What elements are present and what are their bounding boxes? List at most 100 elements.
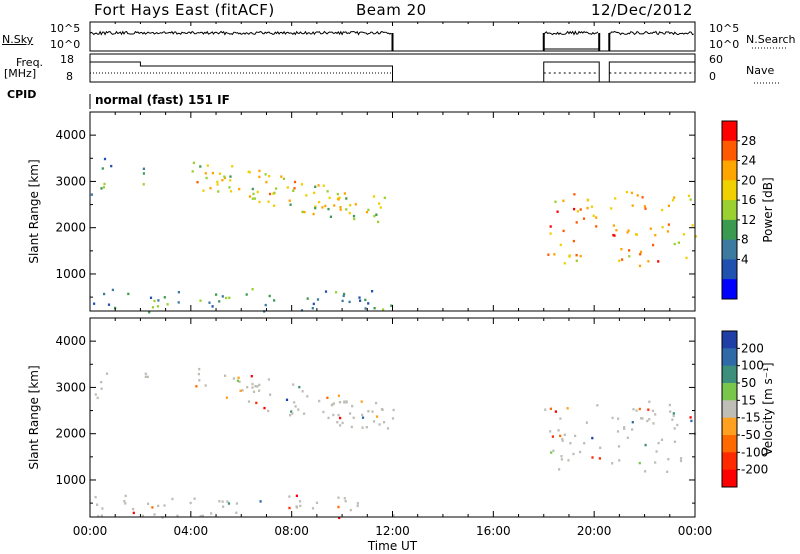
echo-point <box>239 389 242 392</box>
echo-point <box>144 375 147 378</box>
echo-point <box>229 175 232 178</box>
echo-point <box>643 205 646 208</box>
echo-point <box>291 412 294 415</box>
echo-point <box>599 446 602 449</box>
echo-point <box>558 468 561 471</box>
echo-point <box>333 204 336 207</box>
y-axis-label: Slant Range [km] <box>27 159 41 263</box>
echo-point <box>314 205 317 208</box>
nsky-line <box>543 30 599 36</box>
echo-point <box>195 385 198 388</box>
echo-point <box>298 500 302 503</box>
echo-point <box>100 514 103 517</box>
colorbar-segment <box>722 121 737 142</box>
echo-point <box>554 200 557 203</box>
y-tick-label: 3000 <box>55 174 86 188</box>
echo-point <box>657 260 660 263</box>
echo-point <box>254 385 257 388</box>
echo-point <box>337 505 340 509</box>
x-tick-label: 00:00 <box>73 524 108 538</box>
echo-point <box>639 250 643 254</box>
echo-point <box>378 202 381 205</box>
echo-point <box>668 403 671 407</box>
echo-point <box>573 207 576 211</box>
echo-point <box>348 300 351 304</box>
echo-point <box>373 307 376 310</box>
echo-point <box>255 401 258 405</box>
colorbar-tick-label: 4 <box>741 252 749 266</box>
echo-point <box>176 514 179 517</box>
echo-point <box>163 504 166 507</box>
echo-point <box>141 514 144 518</box>
echo-point <box>631 204 634 207</box>
echo-point <box>638 461 641 465</box>
x-tick-label: 08:00 <box>274 524 309 538</box>
echo-point <box>151 506 154 509</box>
echo-point <box>359 299 362 302</box>
echo-point <box>667 204 670 207</box>
echo-point <box>375 415 379 418</box>
x-axis-label: Time UT <box>367 539 418 553</box>
echo-point <box>196 181 199 184</box>
echo-point <box>640 417 643 420</box>
echo-point <box>245 293 248 296</box>
echo-point <box>252 390 256 393</box>
echo-point <box>341 299 344 303</box>
echo-point <box>298 385 301 389</box>
echo-point <box>256 190 259 194</box>
echo-point <box>579 450 582 454</box>
echo-point <box>352 416 355 419</box>
colorbar-segment <box>722 400 737 419</box>
echo-point <box>616 430 620 433</box>
echo-point <box>647 408 650 411</box>
echo-point <box>225 296 228 300</box>
colorbar-segment <box>722 348 737 367</box>
echo-point <box>682 233 685 236</box>
echo-point <box>550 451 553 454</box>
colorbar-segment <box>722 219 737 241</box>
echo-point <box>211 171 214 175</box>
echo-point <box>315 501 319 504</box>
echo-point <box>573 193 576 196</box>
echo-point <box>258 389 261 392</box>
echo-point <box>268 175 271 178</box>
echo-point <box>96 503 99 506</box>
echo-point <box>667 223 670 226</box>
colorbar-segment <box>722 469 737 488</box>
echo-point <box>166 303 169 306</box>
echo-point <box>289 203 292 206</box>
echo-point <box>288 506 291 510</box>
echo-point <box>316 298 320 301</box>
echo-point <box>228 186 231 189</box>
echo-point <box>611 462 614 465</box>
echo-point <box>102 186 105 189</box>
echo-point <box>322 410 325 414</box>
nsearch-tick-top: 10^5 <box>709 22 740 35</box>
echo-point <box>648 400 651 403</box>
echo-point <box>258 175 261 179</box>
echo-point <box>377 220 380 224</box>
echo-point <box>612 224 615 227</box>
colorbar-frame <box>721 120 738 300</box>
echo-point <box>654 413 657 416</box>
colorbar-segment <box>722 452 737 471</box>
echo-point <box>100 380 103 384</box>
echo-point <box>641 196 644 199</box>
echo-point <box>268 294 271 298</box>
nsky-label: N.Sky <box>2 33 34 46</box>
echo-point <box>654 461 657 464</box>
echo-point <box>163 296 166 299</box>
echo-point <box>336 421 339 424</box>
echo-point <box>666 470 669 473</box>
echo-point <box>288 495 291 498</box>
echo-point <box>639 253 642 256</box>
echo-point <box>267 378 270 381</box>
echo-point <box>221 295 224 298</box>
echo-point <box>549 430 552 433</box>
colorbar-tick-label: 24 <box>741 154 756 168</box>
echo-point <box>559 417 562 420</box>
echo-point <box>339 206 342 209</box>
echo-point <box>336 192 339 196</box>
beam-label: Beam 20 <box>356 1 427 19</box>
echo-point <box>660 438 664 441</box>
